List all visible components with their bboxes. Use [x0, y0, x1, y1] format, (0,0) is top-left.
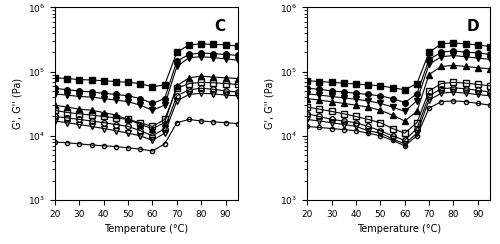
X-axis label: Temperature (°C): Temperature (°C) [356, 224, 440, 234]
Y-axis label: G', G'' (Pa): G', G'' (Pa) [12, 78, 22, 129]
Text: D: D [466, 19, 479, 34]
Text: C: C [214, 19, 225, 34]
Y-axis label: G', G'' (Pa): G', G'' (Pa) [264, 78, 274, 129]
X-axis label: Temperature (°C): Temperature (°C) [104, 224, 188, 234]
